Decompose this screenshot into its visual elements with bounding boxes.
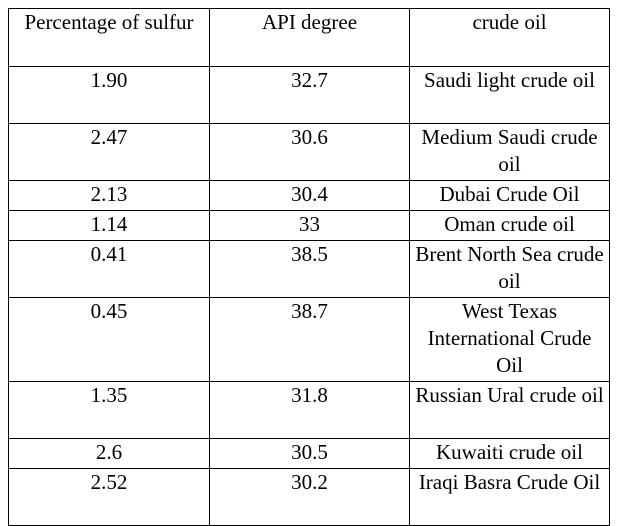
cell-sulfur: 0.41 — [8, 240, 210, 298]
table-row: 1.90 32.7 Saudi light crude oil — [8, 66, 610, 124]
cell-sulfur: 1.35 — [8, 381, 210, 439]
cell-api: 32.7 — [209, 66, 410, 124]
table-row: 2.52 30.2 Iraqi Basra Crude Oil — [8, 468, 610, 526]
table-row: 1.14 33 Oman crude oil — [8, 210, 610, 241]
cell-crude-oil: Dubai Crude Oil — [409, 180, 610, 211]
cell-crude-oil: Brent North Sea crude oil — [409, 240, 610, 298]
cell-crude-oil: Saudi light crude oil — [409, 66, 610, 124]
header-crude-oil: crude oil — [409, 8, 610, 67]
cell-crude-oil: Oman crude oil — [409, 210, 610, 241]
table-row: 0.41 38.5 Brent North Sea crude oil — [8, 240, 610, 298]
table-row: 0.45 38.7 West Texas International Crude… — [8, 297, 610, 382]
table-row: 1.35 31.8 Russian Ural crude oil — [8, 381, 610, 439]
cell-api: 30.2 — [209, 468, 410, 526]
cell-api: 30.4 — [209, 180, 410, 211]
cell-sulfur: 0.45 — [8, 297, 210, 382]
cell-sulfur: 2.47 — [8, 123, 210, 181]
header-sulfur-percentage: Percentage of sulfur — [8, 8, 210, 67]
cell-crude-oil: West Texas International Crude Oil — [409, 297, 610, 382]
cell-crude-oil: Iraqi Basra Crude Oil — [409, 468, 610, 526]
cell-api: 38.7 — [209, 297, 410, 382]
table-row: 2.47 30.6 Medium Saudi crude oil — [8, 123, 610, 181]
cell-sulfur: 2.13 — [8, 180, 210, 211]
cell-sulfur: 2.52 — [8, 468, 210, 526]
crude-oil-table: Percentage of sulfur API degree crude oi… — [8, 8, 610, 526]
cell-api: 30.5 — [209, 438, 410, 469]
header-api-degree: API degree — [209, 8, 410, 67]
cell-api: 30.6 — [209, 123, 410, 181]
cell-api: 31.8 — [209, 381, 410, 439]
cell-crude-oil: Russian Ural crude oil — [409, 381, 610, 439]
table-row: 2.13 30.4 Dubai Crude Oil — [8, 180, 610, 211]
cell-crude-oil: Kuwaiti crude oil — [409, 438, 610, 469]
table-header-row: Percentage of sulfur API degree crude oi… — [8, 8, 610, 67]
cell-sulfur: 1.14 — [8, 210, 210, 241]
cell-api: 33 — [209, 210, 410, 241]
cell-crude-oil: Medium Saudi crude oil — [409, 123, 610, 181]
table-row: 2.6 30.5 Kuwaiti crude oil — [8, 438, 610, 469]
cell-api: 38.5 — [209, 240, 410, 298]
cell-sulfur: 1.90 — [8, 66, 210, 124]
crude-oil-table-container: Percentage of sulfur API degree crude oi… — [8, 8, 610, 526]
cell-sulfur: 2.6 — [8, 438, 210, 469]
